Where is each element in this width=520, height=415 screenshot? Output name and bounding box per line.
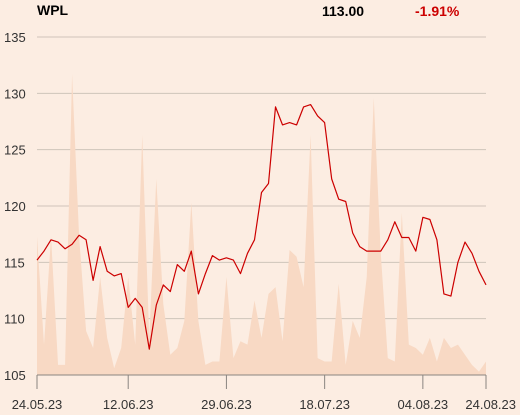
price-line-layer [36,103,487,350]
y-tick-label: 135 [4,30,26,45]
y-tick-label: 115 [4,255,25,270]
x-tick-label: 04.08.23 [398,397,449,412]
x-tick-label: 29.06.23 [201,397,252,412]
grid-lines [37,36,486,320]
y-tick-label: 130 [4,86,26,101]
y-tick-label: 120 [4,199,26,214]
y-tick-label: 105 [4,368,26,383]
x-tick-label: 18.07.23 [299,397,350,412]
ticker-symbol: WPL [37,2,69,18]
last-price: 113.00 [322,3,365,19]
volume-area [37,74,486,376]
x-tick-label: 24.05.23 [12,397,63,412]
y-tick-label: 125 [4,143,26,158]
axes: 105 110 115 120 125 130 135 24.05.23 12.06.23 29.… [4,30,516,412]
x-tick-label: 12.06.23 [103,397,154,412]
price-line [36,103,487,350]
y-tick-label: 110 [4,312,25,327]
quote-header: WPL 113.00 -1.91% [0,0,520,22]
price-change-percent: -1.91% [415,3,460,19]
x-tick-label: 24.08.23 [465,397,516,412]
volume-area-layer [37,74,486,376]
